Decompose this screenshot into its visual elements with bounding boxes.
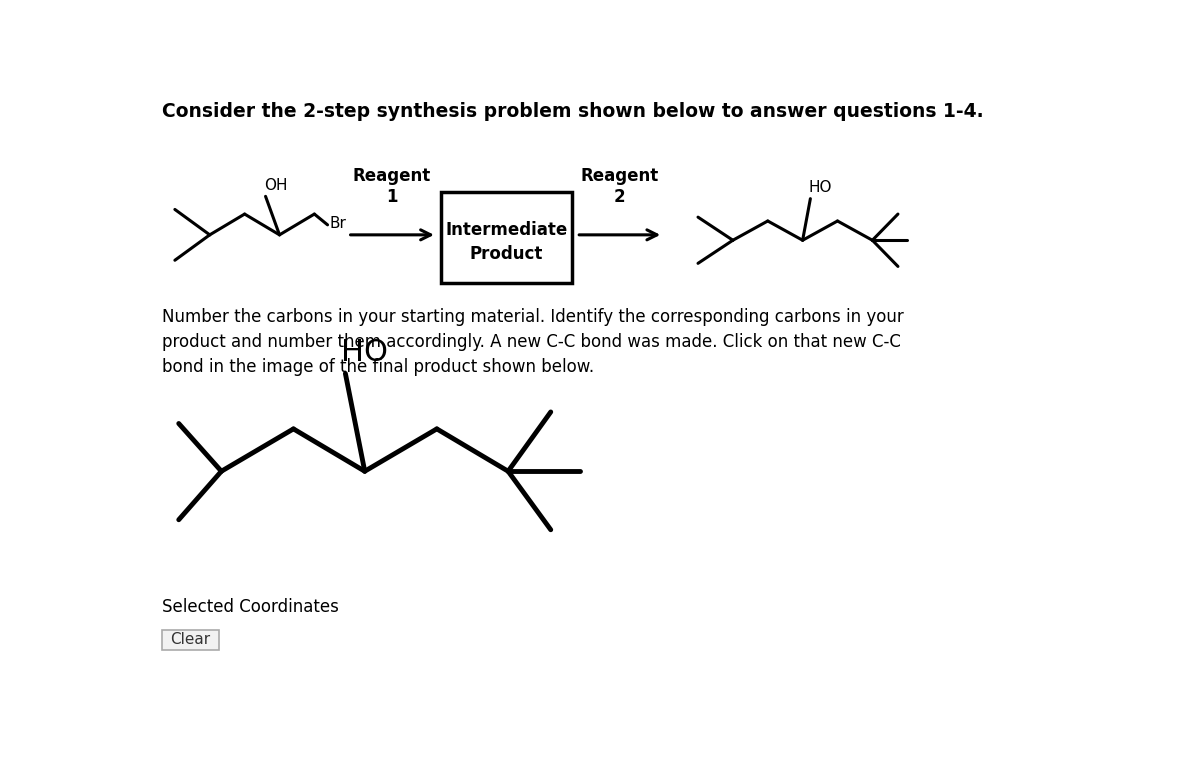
Bar xyxy=(441,192,572,283)
Text: Intermediate
Product: Intermediate Product xyxy=(446,221,567,263)
Text: Reagent
1: Reagent 1 xyxy=(352,167,431,206)
Bar xyxy=(162,630,219,650)
Text: Clear: Clear xyxy=(170,632,210,648)
Text: HO: HO xyxy=(808,180,832,195)
Text: Br: Br xyxy=(330,216,346,231)
Text: Reagent
2: Reagent 2 xyxy=(580,167,658,206)
Text: Number the carbons in your starting material. Identify the corresponding carbons: Number the carbons in your starting mate… xyxy=(162,308,903,376)
Text: Selected Coordinates: Selected Coordinates xyxy=(162,598,338,616)
Text: HO: HO xyxy=(342,338,389,367)
Text: OH: OH xyxy=(264,179,287,193)
Text: Consider the 2-step synthesis problem shown below to answer questions 1-4.: Consider the 2-step synthesis problem sh… xyxy=(162,102,983,122)
